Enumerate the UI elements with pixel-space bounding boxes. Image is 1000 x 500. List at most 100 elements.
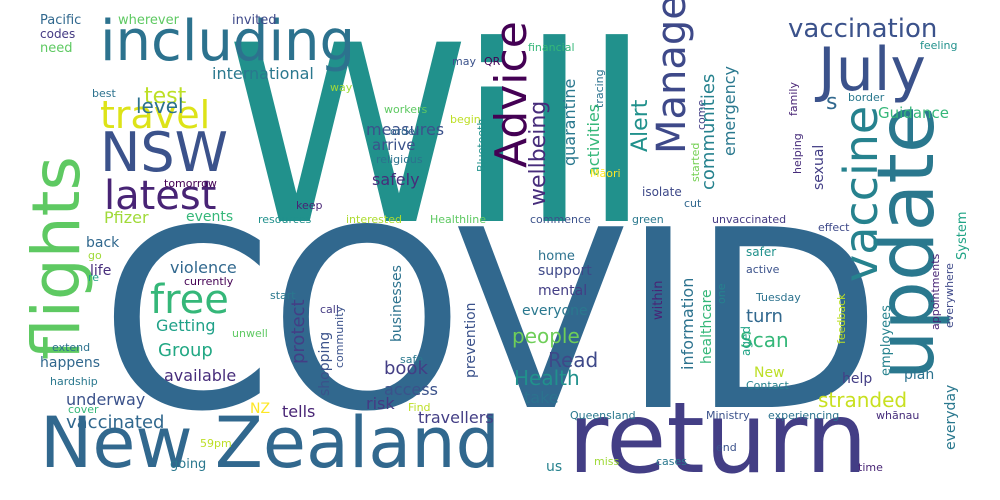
word-stranded: stranded	[818, 388, 908, 412]
word-quarantine: quarantine	[560, 78, 579, 166]
word-system: System	[955, 211, 970, 260]
word-book: book	[384, 358, 428, 379]
word-find: Find	[408, 401, 431, 414]
word-us: us	[546, 459, 563, 475]
word-mental: mental	[538, 283, 588, 299]
word-turn: turn	[746, 306, 783, 327]
word-within: within	[651, 280, 666, 320]
word-nsw: NSW	[100, 121, 229, 184]
word-nz: NZ	[250, 401, 271, 417]
word-everyday: everyday	[943, 384, 959, 450]
word-active: active	[746, 263, 780, 276]
word-invited: invited	[232, 13, 277, 28]
word-healthline: Healthline	[430, 213, 486, 226]
word-safely: safely	[372, 170, 420, 189]
word-healthcare: healthcare	[699, 289, 715, 364]
word-guidance: Guidance	[878, 104, 949, 122]
word-events: events	[186, 209, 234, 225]
word-end: end	[716, 441, 737, 454]
word-july: July	[818, 35, 926, 105]
word-pacific: Pacific	[40, 13, 82, 28]
word-feeling: feeling	[920, 39, 958, 52]
word-new: New	[754, 365, 785, 381]
word-hardship: hardship	[50, 375, 98, 388]
word-employees: employees	[879, 305, 894, 376]
word-interested: interested	[346, 213, 402, 226]
word-tuesday: Tuesday	[756, 291, 801, 304]
word-time: time	[858, 461, 883, 474]
word-health: Health	[514, 366, 580, 390]
word-tracing: tracing	[593, 69, 606, 108]
word-extend: extend	[52, 341, 91, 354]
word-arrive: arrive	[372, 136, 416, 154]
word-green: green	[632, 213, 664, 226]
word-may: may	[452, 55, 476, 68]
word-go: go	[88, 249, 102, 262]
word-home: home	[538, 249, 575, 264]
word-businesses: businesses	[389, 265, 405, 342]
word-ministry: Ministry	[706, 409, 750, 422]
word-covid: COVID	[100, 178, 882, 466]
word-new-zealand: New Zealand	[40, 402, 500, 484]
word-cover: cover	[68, 403, 99, 416]
word-re: re	[88, 271, 100, 284]
word-keep: keep	[296, 199, 323, 212]
word-sexual: sexual	[811, 144, 827, 190]
word-managed: Managed	[649, 0, 695, 154]
word-international: international	[212, 64, 314, 83]
word-isolate: isolate	[642, 185, 682, 199]
word-communities: communities	[698, 73, 719, 190]
word-support: support	[538, 263, 592, 279]
word-safer: safer	[746, 245, 777, 259]
word-call: call	[320, 303, 339, 316]
word-flights: flights	[18, 156, 95, 360]
word-safe: safe	[400, 353, 424, 366]
word-take: take	[524, 388, 559, 407]
word-one: one	[715, 283, 728, 304]
word-prevention: prevention	[463, 302, 479, 378]
word-feedback: feedback	[835, 293, 848, 344]
word-happens: happens	[40, 355, 101, 371]
word-vaccinated: vaccinated	[66, 412, 165, 433]
word-free: free	[150, 277, 229, 323]
word-way: way	[330, 81, 353, 94]
word-risk: risk	[366, 394, 395, 413]
word-alert: Alert	[628, 99, 653, 152]
word-aged: aged	[739, 326, 753, 356]
word-pfizer: Pfizer	[104, 208, 149, 227]
word-commence: commence	[530, 213, 591, 226]
word-codes: codes	[40, 27, 76, 41]
word-tomorrow: tomorrow	[164, 177, 217, 190]
word-wellbeing: wellbeing	[526, 100, 551, 206]
word-travellers: travellers	[418, 408, 494, 427]
word-available: available	[164, 366, 237, 385]
word-wherever: wherever	[118, 13, 179, 28]
word-people: people	[512, 324, 580, 348]
word-latest: latest	[104, 173, 217, 219]
word-underway: underway	[66, 390, 146, 409]
word-appointments: appointments	[929, 253, 942, 330]
word-currently: currently	[184, 275, 234, 288]
word-getting: Getting	[156, 316, 216, 335]
word-59pm: 59pm	[200, 437, 232, 450]
word-access: access	[384, 380, 438, 399]
word-begin: begin	[450, 113, 481, 126]
word-unwell: unwell	[232, 327, 268, 340]
word-travel: travel	[100, 93, 211, 137]
word-religious: religious	[376, 153, 423, 166]
word-contact: Contact	[746, 379, 789, 392]
word-unvaccinated: unvaccinated	[712, 213, 787, 226]
word-including: including	[100, 9, 356, 74]
word-protect: protect	[288, 299, 309, 364]
word-effect: effect	[818, 221, 850, 234]
word-bluetooth: Bluetooth	[475, 118, 488, 172]
word-help: help	[842, 371, 873, 387]
word-activities: activities	[584, 103, 603, 176]
word-miss: miss	[594, 455, 620, 468]
word-violence: violence	[170, 258, 237, 277]
word-everywhere: everywhere	[943, 263, 956, 328]
word-started: started	[689, 142, 702, 182]
word-start: start	[270, 289, 296, 302]
word-read: Read	[548, 348, 599, 372]
